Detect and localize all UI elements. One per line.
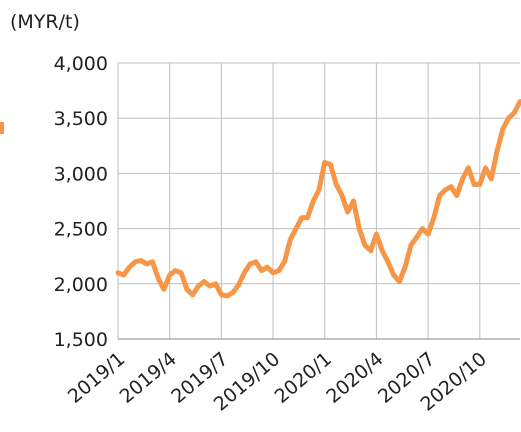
legend-fragment <box>0 122 4 134</box>
y-tick-label: 2,000 <box>54 274 108 296</box>
x-tick-label: 2019/4 <box>116 348 181 408</box>
y-tick-label: 3,000 <box>54 163 108 185</box>
y-tick-label: 1,500 <box>54 329 108 351</box>
y-tick-label: 3,500 <box>54 108 108 130</box>
y-tick-label: 2,500 <box>54 219 108 241</box>
y-tick-label: 4,000 <box>54 53 108 75</box>
price-line <box>115 99 521 299</box>
chart-title: (MYR/t) <box>10 11 80 33</box>
x-tick-label: 2019/1 <box>64 348 129 408</box>
x-tick-label: 2020/1 <box>271 348 336 408</box>
x-tick-label: 2020/4 <box>322 348 387 408</box>
